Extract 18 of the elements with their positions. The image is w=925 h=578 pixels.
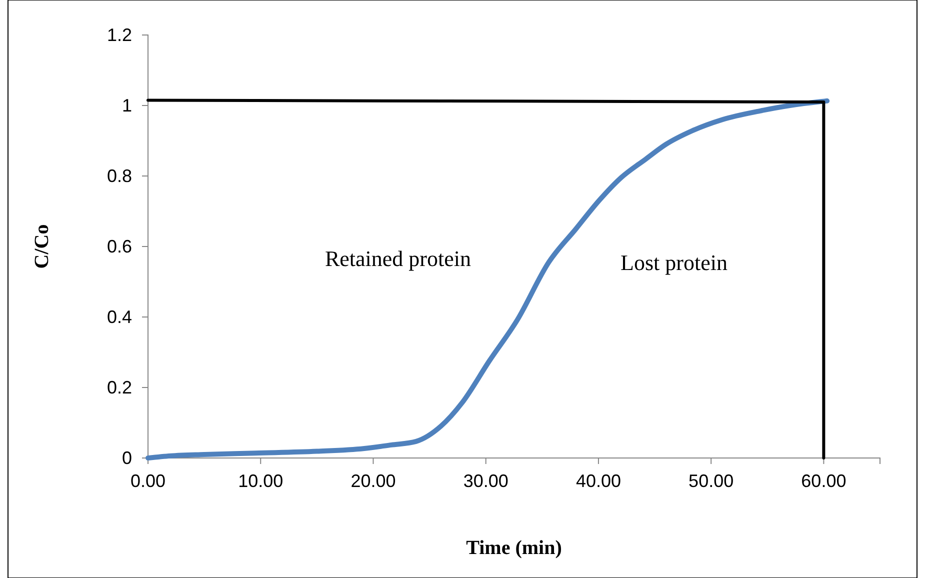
y-tick-label: 1 xyxy=(122,95,132,116)
x-tick-label: 50.00 xyxy=(688,470,734,491)
x-tick-label: 10.00 xyxy=(238,470,284,491)
y-tick-label: 0.4 xyxy=(106,306,132,327)
x-tick-label: 20.00 xyxy=(350,470,396,491)
x-axis-title: Time (min) xyxy=(466,537,562,559)
x-tick-label: 40.00 xyxy=(576,470,621,491)
y-tick-label: 0 xyxy=(122,448,132,468)
x-tick-label: 0.00 xyxy=(130,470,166,491)
y-tick-label: 1.2 xyxy=(106,24,132,45)
annotation: Retained protein xyxy=(324,246,472,271)
y-tick-label: 0.8 xyxy=(106,166,132,186)
annotation: Lost protein xyxy=(620,250,728,275)
y-tick-label: 0.6 xyxy=(106,236,132,256)
x-tick-label: 60.00 xyxy=(801,470,846,491)
y-axis-title: C/Co xyxy=(31,224,53,269)
x-tick-label: 30.00 xyxy=(463,470,508,491)
y-tick-label: 0.2 xyxy=(106,377,132,398)
